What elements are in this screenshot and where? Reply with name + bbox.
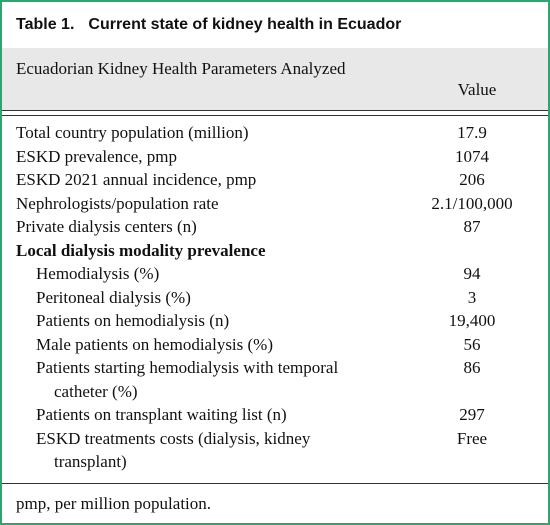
parameter-text: Patients starting hemodialysis with temp… (36, 358, 339, 401)
parameter-text: Hemodialysis (%) (36, 264, 160, 283)
parameter-cell: Private dialysis centers (n) (16, 217, 197, 236)
value-cell: 87 (463, 217, 481, 236)
table-row: Male patients on hemodialysis (%) 56 (2, 333, 548, 357)
table-title: Table 1. Current state of kidney health i… (2, 2, 548, 48)
value-cell: 2.1/100,000 (431, 193, 513, 213)
table-row: Patients on hemodialysis (n) 19,400 (2, 309, 548, 333)
parameter-cell: Hemodialysis (%) (2, 262, 396, 286)
value-cell: 94 (463, 264, 481, 283)
value-cell: 1074 (455, 146, 489, 166)
parameter-text: Patients on transplant waiting list (n) (36, 405, 287, 424)
parameter-text: Peritoneal dialysis (%) (36, 287, 191, 307)
section-title: Local dialysis modality prevalence (16, 240, 266, 260)
parameter-cell: Total country population (million) (16, 123, 249, 142)
rule (2, 111, 548, 116)
table-body: Total country population (million) 17.9 ES… (2, 121, 548, 474)
parameter-cell: ESKD prevalence, pmp (16, 146, 177, 166)
parameter-cell: Patients on hemodialysis (n) (2, 309, 396, 333)
value-cell: 297 (459, 405, 485, 424)
table-row: Patients on transplant waiting list (n) 2… (2, 403, 548, 427)
value-cell: 56 (463, 334, 481, 354)
section-row: Local dialysis modality prevalence (2, 239, 548, 263)
table-row: ESKD prevalence, pmp 1074 (2, 145, 548, 169)
table-row: Patients starting hemodialysis with temp… (2, 356, 548, 403)
parameter-cell: ESKD treatments costs (dialysis, kidney … (2, 427, 396, 474)
table-row: ESKD 2021 annual incidence, pmp 206 (2, 168, 548, 192)
parameter-cell: Male patients on hemodialysis (%) (2, 333, 396, 357)
parameter-cell: Patients starting hemodialysis with temp… (2, 356, 396, 403)
parameter-cell: ESKD 2021 annual incidence, pmp (16, 170, 257, 189)
footnote: pmp, per million population. (2, 483, 548, 524)
parameter-text: ESKD treatments costs (dialysis, kidney … (36, 428, 311, 472)
table-row: Nephrologists/population rate 2.1/100,000 (2, 192, 548, 216)
value-cell: 17.9 (457, 123, 487, 142)
header-cell: Ecuadorian Kidney Health Parameters Anal… (16, 59, 346, 78)
table-row: Private dialysis centers (n) 87 (2, 215, 548, 239)
value-cell: 3 (467, 287, 477, 307)
value-cell: 206 (459, 170, 485, 189)
parameter-text: Patients on hemodialysis (n) (36, 311, 230, 330)
table-row: Peritoneal dialysis (%) 3 (2, 286, 548, 310)
parameter-cell: Peritoneal dialysis (%) (2, 286, 396, 310)
value-cell: 19,400 (448, 311, 496, 330)
value-cell: 86 (463, 358, 481, 377)
table-row: Total country population (million) 17.9 (2, 121, 548, 145)
title-label: Table 1. (16, 16, 75, 33)
value-cell: Free (456, 428, 488, 448)
parameter-cell: Patients on transplant waiting list (n) (2, 403, 396, 427)
header-cell: Value (457, 80, 497, 99)
parameter-text: Male patients on hemodialysis (%) (36, 334, 274, 354)
title-text: Current state of kidney health in Ecuado… (88, 16, 402, 33)
table-row: ESKD treatments costs (dialysis, kidney … (2, 427, 548, 474)
header-row: Ecuadorian Kidney Health Parameters Anal… (2, 48, 548, 111)
table-row: Hemodialysis (%) 94 (2, 262, 548, 286)
parameter-cell: Nephrologists/population rate (16, 193, 219, 213)
